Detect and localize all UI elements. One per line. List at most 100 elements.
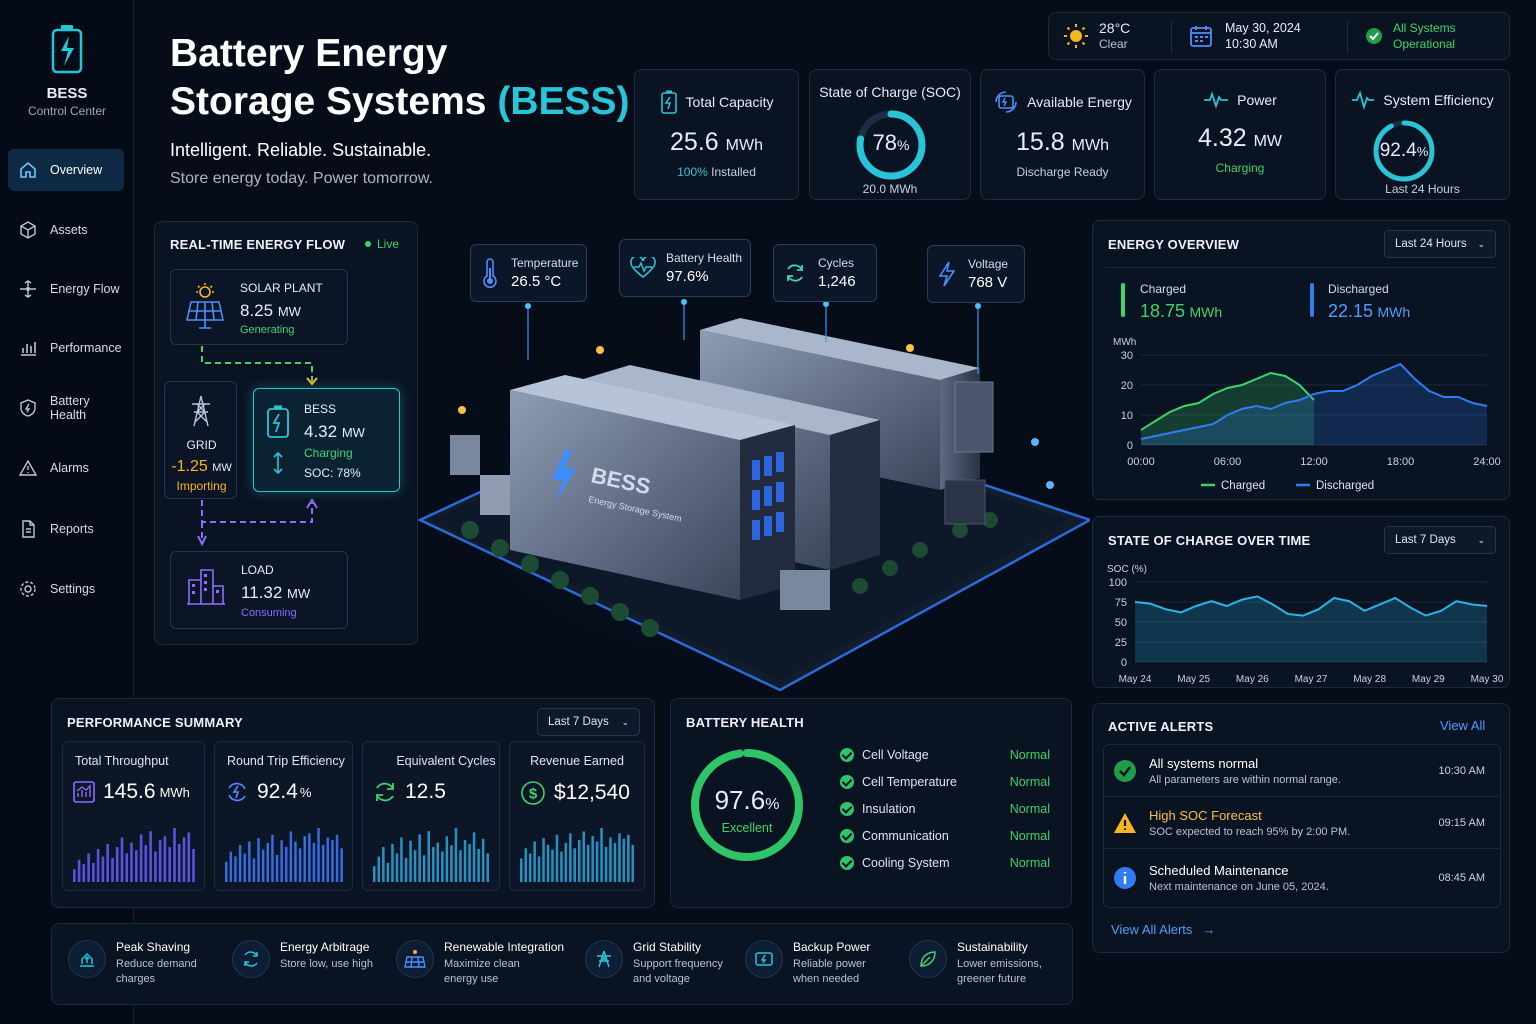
bar (627, 834, 630, 882)
alert-item[interactable]: All systems normal All parameters are wit… (1103, 745, 1499, 797)
view-all-link[interactable]: View All (1440, 718, 1486, 733)
bar (182, 837, 186, 882)
alert-desc: Next maintenance on June 05, 2024. (1149, 880, 1329, 893)
callout-label: Battery Health (666, 251, 743, 265)
system-status: All Systems Operational (1365, 20, 1456, 52)
health-row: Cell Temperature Normal (840, 775, 1050, 789)
status-line-2: Operational (1393, 37, 1456, 51)
alert-item[interactable]: Scheduled Maintenance Next maintenance on… (1103, 850, 1499, 905)
health-ring-fill (691, 749, 803, 861)
bar (382, 847, 385, 882)
performance-range-dropdown[interactable]: Last 7 Days ⌄ (537, 708, 640, 736)
discharged-unit: MWh (1377, 304, 1411, 320)
nav-battery-health[interactable]: Battery Health (8, 387, 124, 429)
bar (400, 837, 403, 882)
nav-alarms[interactable]: Alarms (8, 447, 124, 489)
nav-energy-flow[interactable]: Energy Flow (8, 268, 124, 310)
discharged-marker (1310, 283, 1314, 317)
callout-voltage: Voltage 768 V (927, 245, 1025, 303)
discharged-value: 22.15 (1328, 301, 1374, 321)
perf-card-label: Equivalent Cycles (396, 754, 496, 768)
bess-name: BESS (304, 402, 337, 416)
load-value: 11.32 (241, 583, 283, 602)
callout-label: Cycles (818, 256, 855, 270)
bar (243, 853, 246, 882)
perf-card-cycles: Equivalent Cycles 12.5 (362, 741, 500, 891)
up-down-arrow-icon (273, 451, 283, 475)
title-accent: (BESS) (497, 80, 630, 123)
revenue-bars (520, 828, 634, 882)
flow-solar[interactable]: SOLAR PLANT 8.25 MW Generating (170, 269, 348, 345)
callout-label: Voltage (968, 257, 1009, 271)
alert-title: High SOC Forecast (1149, 807, 1262, 823)
perf-card-throughput: Total Throughput 145.6 MWh (62, 741, 205, 891)
energy-overview-title: ENERGY OVERVIEW (1108, 237, 1240, 252)
bar (373, 866, 376, 882)
bar (340, 848, 343, 882)
bar (413, 850, 417, 882)
cube-icon (20, 221, 36, 239)
perf-card-efficiency: Round Trip Efficiency 92.4% (214, 741, 353, 891)
check-circle-icon (1366, 28, 1382, 44)
dropdown-value: Last 7 Days (1395, 534, 1456, 546)
nav-overview[interactable]: Overview (8, 149, 124, 191)
nav-label: Reports (50, 522, 94, 536)
callout-value: 1,246 (818, 273, 856, 290)
health-row: Cooling System Normal (840, 856, 1050, 870)
dollar-icon: $ (521, 781, 545, 805)
soc-over-time-panel: STATE OF CHARGE OVER TIME Last 7 Days ⌄ 0… (1092, 516, 1510, 688)
active-alerts-panel: ACTIVE ALERTS View All View All Alerts → (1092, 703, 1510, 953)
nav-label: Battery Health (50, 394, 90, 422)
bess-facility-illustration: BESS Energy Storage System (417, 299, 1090, 692)
bar (533, 841, 536, 882)
flow-bess[interactable]: BESS 4.32 MW Charging SOC: 78% (253, 388, 400, 492)
arbitrage-icon (232, 940, 270, 978)
nav-label: Energy Flow (50, 282, 120, 296)
nav-settings[interactable]: Settings (8, 568, 124, 610)
bar (560, 851, 563, 882)
bar (87, 853, 90, 882)
feature-desc: Reduce demand charges (116, 958, 197, 985)
bar (404, 857, 408, 882)
flow-load[interactable]: LOAD 11.32 MW Consuming (170, 551, 348, 629)
y-tick-label: 25 (1115, 637, 1127, 649)
feature-energy-arbitrage: Energy Arbitrage Store low, use high (232, 940, 373, 978)
feature-desc: Lower emissions, greener future (957, 958, 1042, 985)
health-row-status: Normal (1009, 802, 1050, 816)
title-line-1: Battery Energy (170, 32, 448, 75)
bar (542, 838, 545, 882)
bar (520, 858, 523, 882)
shield-icon (20, 399, 36, 417)
kpi-label: Total Capacity (685, 94, 774, 110)
alert-desc: SOC expected to reach 95% by 2:00 PM. (1149, 825, 1351, 838)
soc-over-time-title: STATE OF CHARGE OVER TIME (1108, 533, 1311, 548)
perf-card-value: 145.6 (103, 780, 156, 803)
flow-grid[interactable]: GRID -1.25 MW Importing (164, 381, 237, 499)
bar (524, 848, 527, 882)
alert-item[interactable]: High SOC Forecast SOC expected to reach 9… (1103, 797, 1499, 849)
bar (631, 844, 634, 882)
nav-performance[interactable]: Performance (8, 327, 124, 369)
brand: BESS Control Center (0, 24, 134, 118)
series-line-charged (1140, 371, 1315, 431)
bar (618, 833, 621, 882)
bar (454, 828, 458, 882)
x-tick-label: May 26 (1236, 674, 1269, 685)
bar (528, 853, 532, 882)
energy-range-dropdown[interactable]: Last 24 Hours ⌄ (1384, 230, 1496, 258)
bar (335, 834, 339, 882)
bar (331, 840, 334, 882)
thermometer-icon (483, 258, 497, 288)
bar (139, 834, 143, 882)
x-tick-label: 18:00 (1387, 456, 1415, 468)
grid-name: GRID (186, 438, 217, 452)
nav-reports[interactable]: Reports (8, 508, 124, 550)
bar (582, 831, 585, 882)
x-tick-label: 24:00 (1473, 456, 1501, 468)
bar (275, 855, 279, 882)
bar (477, 849, 480, 882)
soc-range-dropdown[interactable]: Last 7 Days ⌄ (1384, 526, 1496, 554)
view-all-alerts-link[interactable]: View All Alerts → (1111, 922, 1215, 937)
nav-assets[interactable]: Assets (8, 209, 124, 251)
bar (101, 856, 105, 882)
